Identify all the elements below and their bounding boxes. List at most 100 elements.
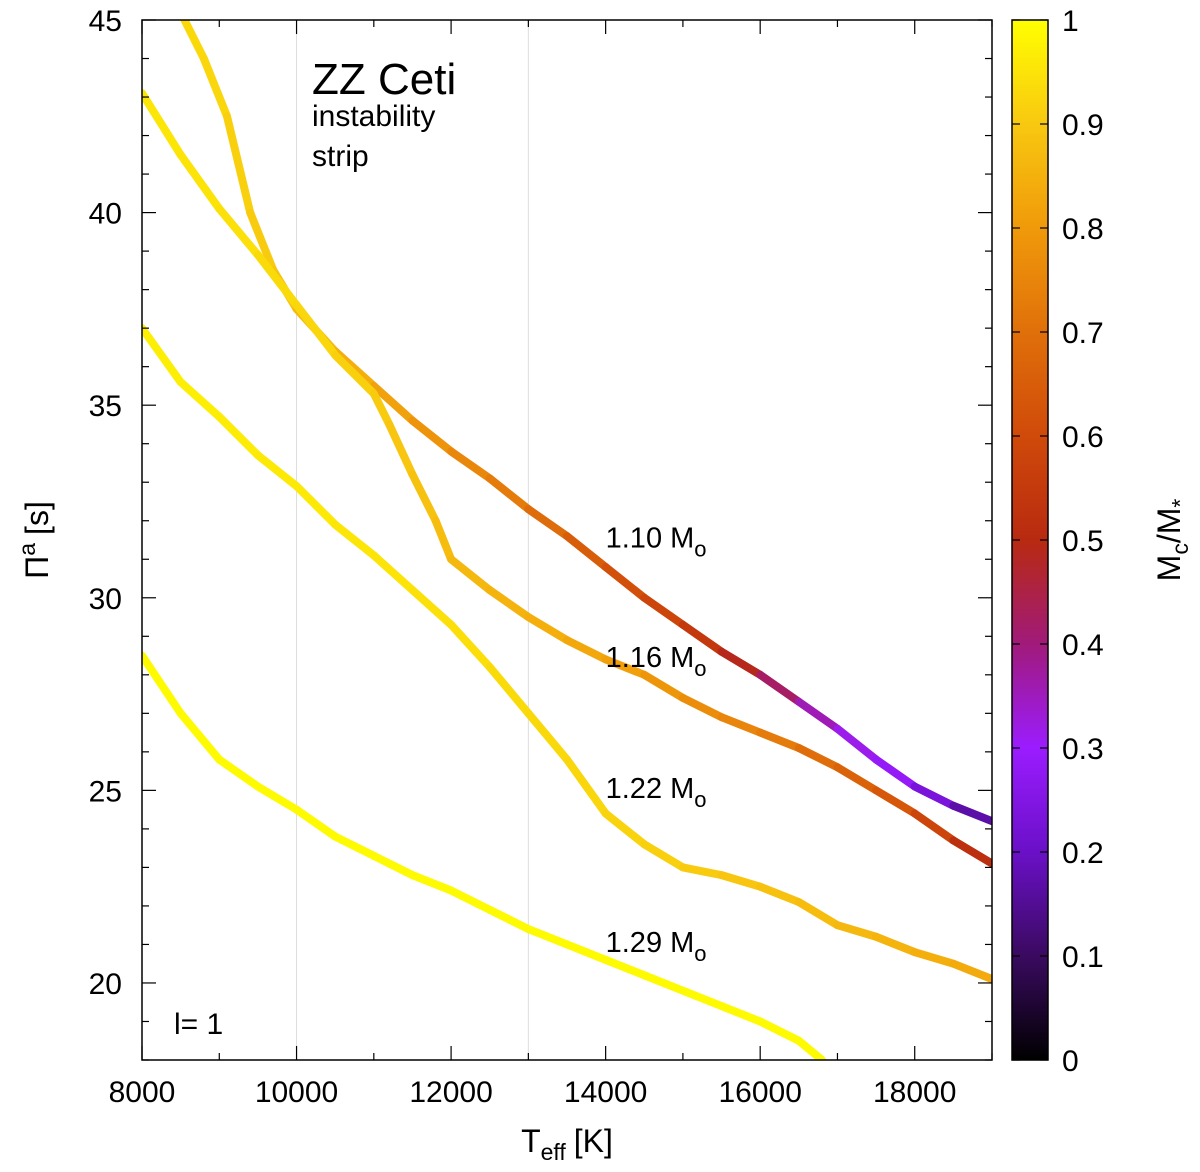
x-tick-label-18000: 18000 [873,1076,956,1109]
series-segment [563,755,610,818]
colorbar-tick-label: 0.8 [1062,213,1104,246]
colorbar-tick-label: 0.7 [1062,317,1104,350]
series-segment [447,447,494,483]
series-segment [142,89,185,159]
series-segment [253,782,301,814]
y-tick-label-20: 20 [89,968,122,1001]
series-label-1.16: 1.16 Mo [606,642,707,681]
series-segment [431,516,456,564]
series-segment [756,728,803,752]
series-segment [142,324,185,387]
y-axis-title-unit: [s] [19,501,55,535]
series-segment [678,693,726,722]
series-segment [872,932,919,957]
x-axis-title: Teff [K] [521,1123,613,1165]
series-segment [408,586,456,629]
series-labels: 1.10 Mo 1.16 Mo 1.22 Mo 1.29 Mo [606,523,707,966]
series-segment [447,555,494,595]
series-segment [292,482,340,529]
series-line-1.16 [142,89,992,868]
series-segment [176,150,224,213]
series-segment [756,1017,803,1045]
series-segment [292,805,340,841]
series-segment [524,709,571,764]
colorbar-tick-label: 0.3 [1062,733,1104,766]
series-segment [910,782,958,810]
series-segment [223,112,255,217]
series-segment [833,921,881,941]
x-axis-title-main: T [521,1123,541,1159]
series-segment [331,520,378,560]
series-segment [872,755,919,791]
series-segment [485,474,533,514]
series-segment [176,709,224,764]
series-segment [601,809,649,849]
series-segment [246,208,278,275]
series-segment [756,670,803,706]
x-tick-label-10000: 10000 [255,1076,338,1109]
colorbar-tick-label: 0.9 [1062,109,1104,142]
series-segment [369,851,417,880]
axis-ticks [141,19,993,1061]
series-segment [910,809,958,845]
series-segment [215,755,262,791]
series-segment [331,351,378,398]
series-segment [640,971,687,995]
colorbar-title-sub-c: c [1167,543,1193,555]
series-segment [717,1002,765,1026]
series-segment [717,647,765,679]
y-axis-title: Πa [s] [14,501,55,579]
plot-gridlines [296,20,529,1060]
x-tick-label-16000: 16000 [718,1076,801,1109]
series-label-1.22: 1.22 Mo [606,773,707,812]
series-segment [910,948,958,968]
series-segment [524,505,571,541]
series-line-1.29 [142,651,826,1060]
x-axis-title-sub: eff [541,1139,567,1165]
series-segment [447,886,494,914]
y-tick-labels: 20 25 30 35 40 45 [89,5,122,1001]
series-segment [640,840,687,872]
series-segment [949,959,992,984]
series-line-1.10 [180,20,992,826]
y-tick-label-35: 35 [89,390,122,423]
y-axis-title-sup: a [14,543,40,556]
series-segment [408,416,456,456]
series-segment [872,786,919,818]
series-segment [408,470,440,525]
series-segment [369,381,417,425]
series-segment [601,655,649,679]
series-segment [215,412,262,460]
series-segment [601,562,649,602]
series-segment [794,697,842,733]
y-axis-title-main: Π [19,556,55,579]
colorbar-tick-label: 0.1 [1062,941,1104,974]
series-label-1.10: 1.10 Mo [606,523,707,562]
series-segment [369,389,394,429]
series-segment [447,620,494,672]
colorbar-tick-label: 0.2 [1062,837,1104,870]
series-segment [563,940,610,964]
series-segment [524,925,571,949]
x-tick-labels: 8000 10000 12000 14000 16000 18000 [109,1076,957,1109]
y-tick-label-40: 40 [89,198,122,231]
colorbar-tick-label: 0.6 [1062,421,1104,454]
x-axis-title-unit: [K] [574,1123,613,1159]
series-segment [794,744,842,772]
series-segment [756,882,803,907]
colorbar-tick-label: 0.5 [1062,525,1104,558]
series-segment [292,301,340,360]
series-segment [640,593,687,629]
series-segment [180,20,208,63]
series-line-1.22 [142,324,992,984]
colorbar-tick-label: 1 [1062,5,1079,38]
series-segment [717,713,765,737]
y-tick-label-30: 30 [89,583,122,616]
series-segment [485,586,533,622]
series-segment [331,832,378,860]
series-segment [949,836,992,868]
plot-frame [141,19,993,1061]
series-segment [794,898,842,930]
series-segment [563,636,610,664]
